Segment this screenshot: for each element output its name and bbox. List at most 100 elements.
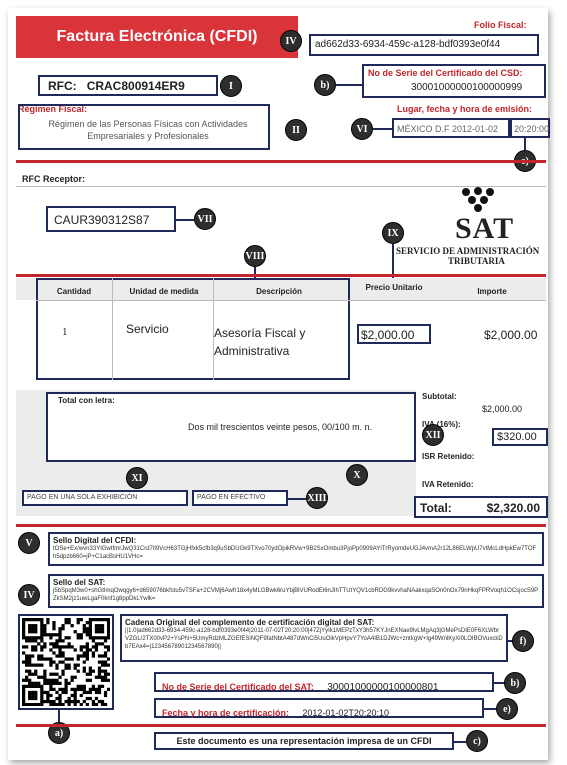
qr-module: [46, 699, 50, 704]
qr-module: [70, 624, 74, 628]
row-descripcion: Asesoría Fiscal y Administrativa: [214, 326, 306, 358]
fecha-cert-box: Fecha y hora de certificación: 2012-01-0…: [154, 698, 484, 718]
marker-i: I: [220, 75, 242, 97]
qr-module: [49, 687, 53, 692]
pago1-box: PAGO EN UNA SOLA EXHIBICIÓN: [22, 490, 188, 506]
receptor-box: CAUR390312S87: [46, 206, 176, 232]
qr-module: [28, 669, 32, 673]
rfc-value: CRAC800914ER9: [86, 79, 185, 93]
qr-module: [22, 624, 26, 628]
qr-module: [40, 693, 44, 698]
marker-e-bottom: e): [496, 698, 518, 720]
qr-module: [106, 648, 111, 652]
qr-module: [31, 645, 35, 649]
marker-ii: II: [285, 119, 307, 141]
qr-module: [100, 699, 105, 704]
qr-module: [91, 669, 96, 673]
qr-module: [97, 690, 102, 695]
qr-module: [91, 699, 96, 704]
lugar-box: MÉXICO D.F 2012-01-02: [392, 118, 510, 138]
items-box: [36, 278, 350, 380]
qr-module: [34, 696, 38, 701]
receptor-label: RFC Receptor:: [22, 174, 86, 184]
qr-module: [103, 663, 108, 667]
qr-module: [37, 657, 41, 661]
qr-module: [103, 669, 108, 673]
qr-module: [97, 636, 102, 640]
qr-module: [94, 690, 99, 695]
qr-module: [43, 681, 47, 685]
qr-module: [61, 690, 65, 695]
qr-module: [28, 630, 32, 634]
qr-module: [31, 696, 35, 701]
subtotal-value: $2,000.00: [482, 404, 523, 414]
qr-module: [94, 630, 99, 634]
qr-module: [70, 687, 74, 692]
qr-module: [97, 666, 102, 670]
qr-module: [103, 660, 108, 664]
qr-module: [88, 666, 92, 670]
qr-module: [25, 663, 29, 667]
total-value: $2,320.00: [486, 501, 540, 515]
qr-module: [61, 687, 65, 692]
qr-module: [25, 654, 29, 658]
folio-value-box: ad662d33-6934-459c-a128-bdf0393e0f44: [309, 34, 539, 56]
qr-module: [31, 684, 35, 688]
regimen-box: [18, 104, 270, 150]
qr-module: [85, 642, 89, 646]
qr-module: [88, 696, 92, 701]
serie-sat-label: No de Serie del Certificado del SAT:: [162, 682, 314, 692]
qr-module: [61, 672, 65, 676]
qr-code: [18, 614, 114, 710]
qr-module: [52, 681, 56, 685]
qr-module: [43, 657, 47, 661]
qr-module: [25, 702, 29, 707]
qr-module: [31, 624, 35, 628]
qr-module: [46, 678, 50, 682]
qr-module: [49, 672, 53, 676]
qr-module: [52, 678, 56, 682]
total-label: Total:: [420, 501, 452, 515]
qr-module: [34, 645, 38, 649]
iva-label: IVA (16%):: [422, 420, 461, 429]
qr-module: [40, 633, 44, 637]
qr-module: [79, 654, 83, 658]
qr-module: [79, 693, 83, 698]
qr-module: [61, 651, 65, 655]
qr-module: [64, 621, 68, 625]
qr-module: [67, 663, 71, 667]
qr-module: [40, 654, 44, 658]
qr-module: [106, 621, 111, 625]
qr-module: [85, 627, 89, 631]
qr-module: [85, 651, 89, 655]
qr-module: [91, 636, 96, 640]
qr-module: [49, 660, 53, 664]
qr-module: [100, 654, 105, 658]
qr-module: [34, 690, 38, 695]
qr-module: [79, 636, 83, 640]
qr-module: [76, 687, 80, 692]
row-unidad: Servicio: [126, 322, 169, 336]
qr-module: [22, 651, 26, 655]
qr-module: [73, 687, 77, 692]
sello-sat-value: j5bSpqM3w0+shGtImqOwqgy6+d659076bkfstu5v…: [53, 588, 539, 602]
qr-module: [31, 618, 35, 622]
qr-module: [79, 687, 83, 692]
qr-module: [34, 693, 38, 698]
qr-module: [94, 648, 99, 652]
qr-module: [100, 702, 105, 707]
fecha-cert-value: 2012-01-02T20:20:10: [302, 708, 389, 718]
marker-ix: IX: [382, 222, 404, 244]
pago2-box: PAGO EN EFECTIVO: [192, 490, 288, 506]
qr-module: [106, 645, 111, 649]
qr-module: [67, 699, 71, 704]
qr-module: [37, 681, 41, 685]
qr-module: [94, 696, 99, 701]
qr-module: [64, 690, 68, 695]
qr-module: [94, 642, 99, 646]
qr-module: [103, 672, 108, 676]
qr-module: [37, 636, 41, 640]
qr-module: [91, 618, 96, 622]
qr-module: [25, 645, 29, 649]
qr-module: [28, 618, 32, 622]
